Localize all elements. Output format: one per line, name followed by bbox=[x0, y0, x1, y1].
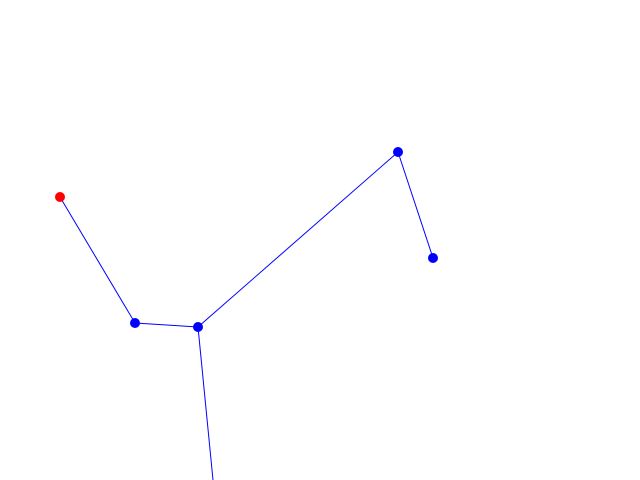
node[interactable] bbox=[193, 322, 203, 332]
node[interactable] bbox=[428, 253, 438, 263]
edge bbox=[397, 151, 434, 259]
selected-node[interactable] bbox=[55, 192, 65, 202]
edge bbox=[59, 196, 136, 324]
node[interactable] bbox=[393, 147, 403, 157]
edge bbox=[134, 322, 199, 328]
node[interactable] bbox=[130, 318, 140, 328]
edge bbox=[197, 326, 214, 480]
edge bbox=[197, 151, 399, 328]
